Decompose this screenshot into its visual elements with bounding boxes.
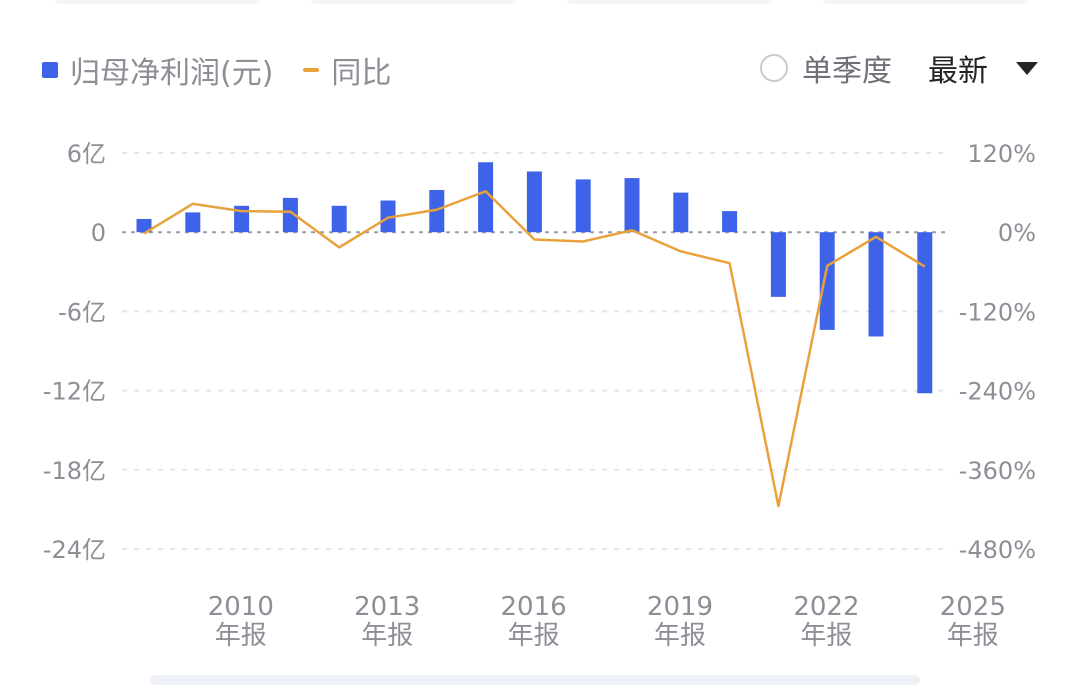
profit-bar: [869, 232, 884, 336]
profit-bar: [185, 212, 200, 232]
y-left-tick-label: -12亿: [43, 378, 106, 406]
x-tick-year: 2019: [647, 592, 713, 622]
yoy-line: [144, 191, 925, 506]
profit-bar: [527, 171, 542, 232]
y-right-tick-label: 0%: [998, 219, 1036, 247]
profit-bar: [576, 179, 591, 232]
y-left-tick-label: 6亿: [67, 140, 106, 168]
x-tick-year: 2025: [940, 592, 1006, 622]
x-tick-year: 2022: [793, 592, 859, 622]
profit-bar: [673, 193, 688, 233]
profit-bar: [332, 206, 347, 232]
profit-bar: [771, 232, 786, 297]
profit-bar: [917, 232, 932, 393]
x-tick-suffix: 年报: [947, 621, 999, 651]
x-tick-year: 2016: [501, 592, 567, 622]
profit-bar: [722, 211, 737, 232]
x-tick-year: 2013: [354, 592, 420, 622]
bottom-scroll-strip: [150, 675, 920, 685]
x-tick-suffix: 年报: [215, 621, 267, 651]
profit-bar: [820, 232, 835, 330]
y-left-tick-label: 0: [91, 219, 106, 247]
y-right-tick-label: -120%: [959, 298, 1036, 326]
y-right-tick-label: -480%: [959, 536, 1036, 564]
x-tick-suffix: 年报: [508, 621, 560, 651]
y-left-tick-label: -24亿: [43, 536, 106, 564]
x-tick-suffix: 年报: [361, 621, 413, 651]
y-left-tick-label: -18亿: [43, 457, 106, 485]
y-right-tick-label: 120%: [967, 140, 1036, 168]
profit-bar: [625, 178, 640, 232]
x-tick-year: 2010: [208, 592, 274, 622]
x-tick-suffix: 年报: [800, 621, 852, 651]
y-right-tick-label: -360%: [959, 457, 1036, 485]
x-tick-suffix: 年报: [654, 621, 706, 651]
y-right-tick-label: -240%: [959, 378, 1036, 406]
y-left-tick-label: -6亿: [58, 298, 106, 326]
